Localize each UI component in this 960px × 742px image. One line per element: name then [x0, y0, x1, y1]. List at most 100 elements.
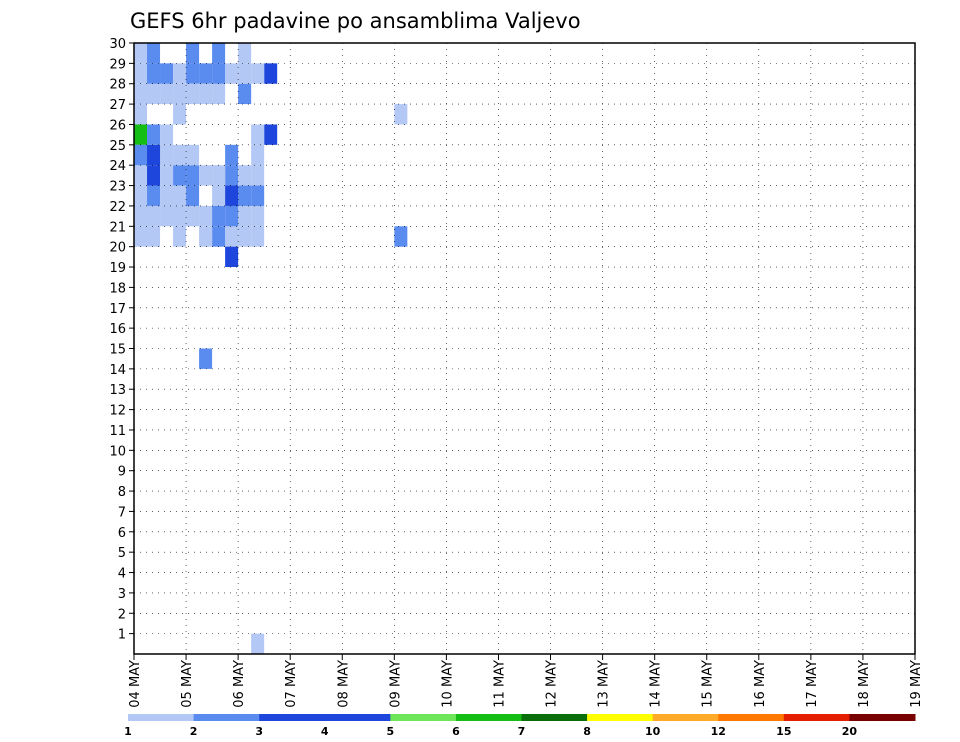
colorbar-swatch: [849, 714, 916, 721]
y-tick-label: 27: [109, 98, 126, 113]
y-tick-label: 15: [109, 343, 126, 358]
heatmap-cell: [251, 144, 265, 166]
colorbar-swatch: [324, 714, 391, 721]
heatmap-cell: [173, 185, 187, 206]
heatmap-cell: [212, 165, 226, 186]
heatmap-cell: [173, 83, 187, 105]
colorbar-legend: 1 2 3 4 5 6 7 8 10 12 15 20: [124, 714, 916, 738]
x-tick-label: 05 MAY: [180, 660, 195, 708]
colorbar-swatch: [718, 714, 785, 721]
heatmap-cell: [173, 144, 187, 166]
heatmap-cell: [199, 226, 213, 247]
heatmap-cell: [225, 63, 239, 84]
heatmap-cell: [160, 185, 174, 206]
y-tick-label: 9: [118, 465, 126, 480]
y-tick-label: 18: [109, 281, 126, 296]
x-tick-label: 07 MAY: [284, 660, 299, 708]
y-tick-label: 3: [118, 587, 126, 602]
heatmap-cell: [134, 43, 148, 64]
heatmap-cell: [251, 185, 265, 206]
heatmap-cells: [134, 43, 408, 654]
heatmap-cell: [225, 246, 239, 268]
heatmap-cell: [186, 43, 200, 64]
colorbar-label: 3: [255, 725, 263, 738]
heatmap-cell: [186, 205, 200, 227]
heatmap-cell: [147, 43, 161, 64]
heatmap-cell: [264, 124, 278, 145]
y-tick-label: 17: [109, 302, 126, 317]
heatmap-cell: [173, 104, 187, 125]
y-tick-label: 29: [109, 57, 126, 72]
heatmap-cell: [147, 63, 161, 84]
chart-title: GEFS 6hr padavine po ansamblima Valjevo: [130, 9, 581, 33]
heatmap-cell: [147, 226, 161, 247]
y-tick-label: 1: [118, 628, 126, 643]
x-tick-label: 16 MAY: [753, 660, 768, 708]
y-tick-label: 21: [109, 220, 126, 235]
x-axis-ticks: 04 MAY 05 MAY 06 MAY 07 MAY 08 MAY 09 MAY 10 M…: [128, 654, 924, 708]
heatmap-cell: [238, 43, 252, 64]
heatmap-cell: [199, 63, 213, 84]
heatmap-cell: [225, 185, 239, 206]
x-tick-label: 17 MAY: [805, 660, 820, 708]
y-tick-label: 5: [118, 546, 126, 561]
heatmap-cell: [225, 144, 239, 166]
y-tick-label: 8: [118, 485, 126, 500]
x-tick-label: 11 MAY: [492, 660, 507, 708]
heatmap-cell: [264, 63, 278, 84]
heatmap-cell: [134, 205, 148, 227]
heatmap-cell: [199, 83, 213, 105]
heatmap-cell: [199, 205, 213, 227]
colorbar-label: 1: [124, 725, 132, 738]
colorbar-label: 15: [776, 725, 791, 738]
x-tick-label: 08 MAY: [336, 660, 351, 708]
x-tick-label: 15 MAY: [701, 660, 716, 708]
heatmap-cell: [147, 83, 161, 105]
heatmap-cell: [238, 165, 252, 186]
heatmap-cell: [134, 104, 148, 125]
heatmap-cell: [186, 83, 200, 105]
y-tick-label: 4: [118, 567, 126, 582]
colorbar-swatch: [521, 714, 588, 721]
heatmap-cell: [212, 205, 226, 227]
y-tick-label: 14: [109, 363, 126, 378]
heatmap-cell: [173, 63, 187, 84]
y-tick-label: 13: [109, 383, 126, 398]
grid-lines: [134, 43, 915, 654]
y-tick-label: 7: [118, 505, 126, 520]
colorbar-swatch: [455, 714, 522, 721]
x-tick-label: 04 MAY: [128, 660, 143, 708]
heatmap-cell: [134, 124, 148, 145]
heatmap-cell: [134, 83, 148, 105]
y-tick-label: 19: [109, 261, 126, 276]
y-tick-label: 11: [109, 424, 126, 439]
colorbar-swatch: [587, 714, 654, 721]
heatmap-cell: [251, 205, 265, 227]
heatmap-cell: [160, 205, 174, 227]
heatmap-cell: [225, 165, 239, 186]
heatmap-cell: [160, 124, 174, 145]
heatmap-cell: [147, 124, 161, 145]
heatmap-cell: [212, 43, 226, 64]
colorbar-swatch: [783, 714, 850, 721]
heatmap-cell: [394, 226, 408, 247]
heatmap-cell: [134, 165, 148, 186]
y-tick-label: 12: [109, 404, 126, 419]
heatmap-cell: [251, 165, 265, 186]
x-tick-label: 10 MAY: [440, 660, 455, 708]
colorbar-label: 7: [518, 725, 526, 738]
heatmap-cell: [160, 165, 174, 186]
heatmap-cell: [147, 144, 161, 166]
y-tick-label: 25: [109, 139, 126, 154]
heatmap-cell: [238, 226, 252, 247]
y-tick-label: 30: [109, 37, 126, 52]
heatmap-cell: [186, 63, 200, 84]
heatmap-cell: [199, 165, 213, 186]
colorbar-label: 6: [452, 725, 460, 738]
colorbar-label: 20: [842, 725, 858, 738]
heatmap-cell: [225, 205, 239, 227]
heatmap-cell: [238, 185, 252, 206]
heatmap-cell: [238, 63, 252, 84]
y-tick-label: 20: [109, 241, 126, 256]
